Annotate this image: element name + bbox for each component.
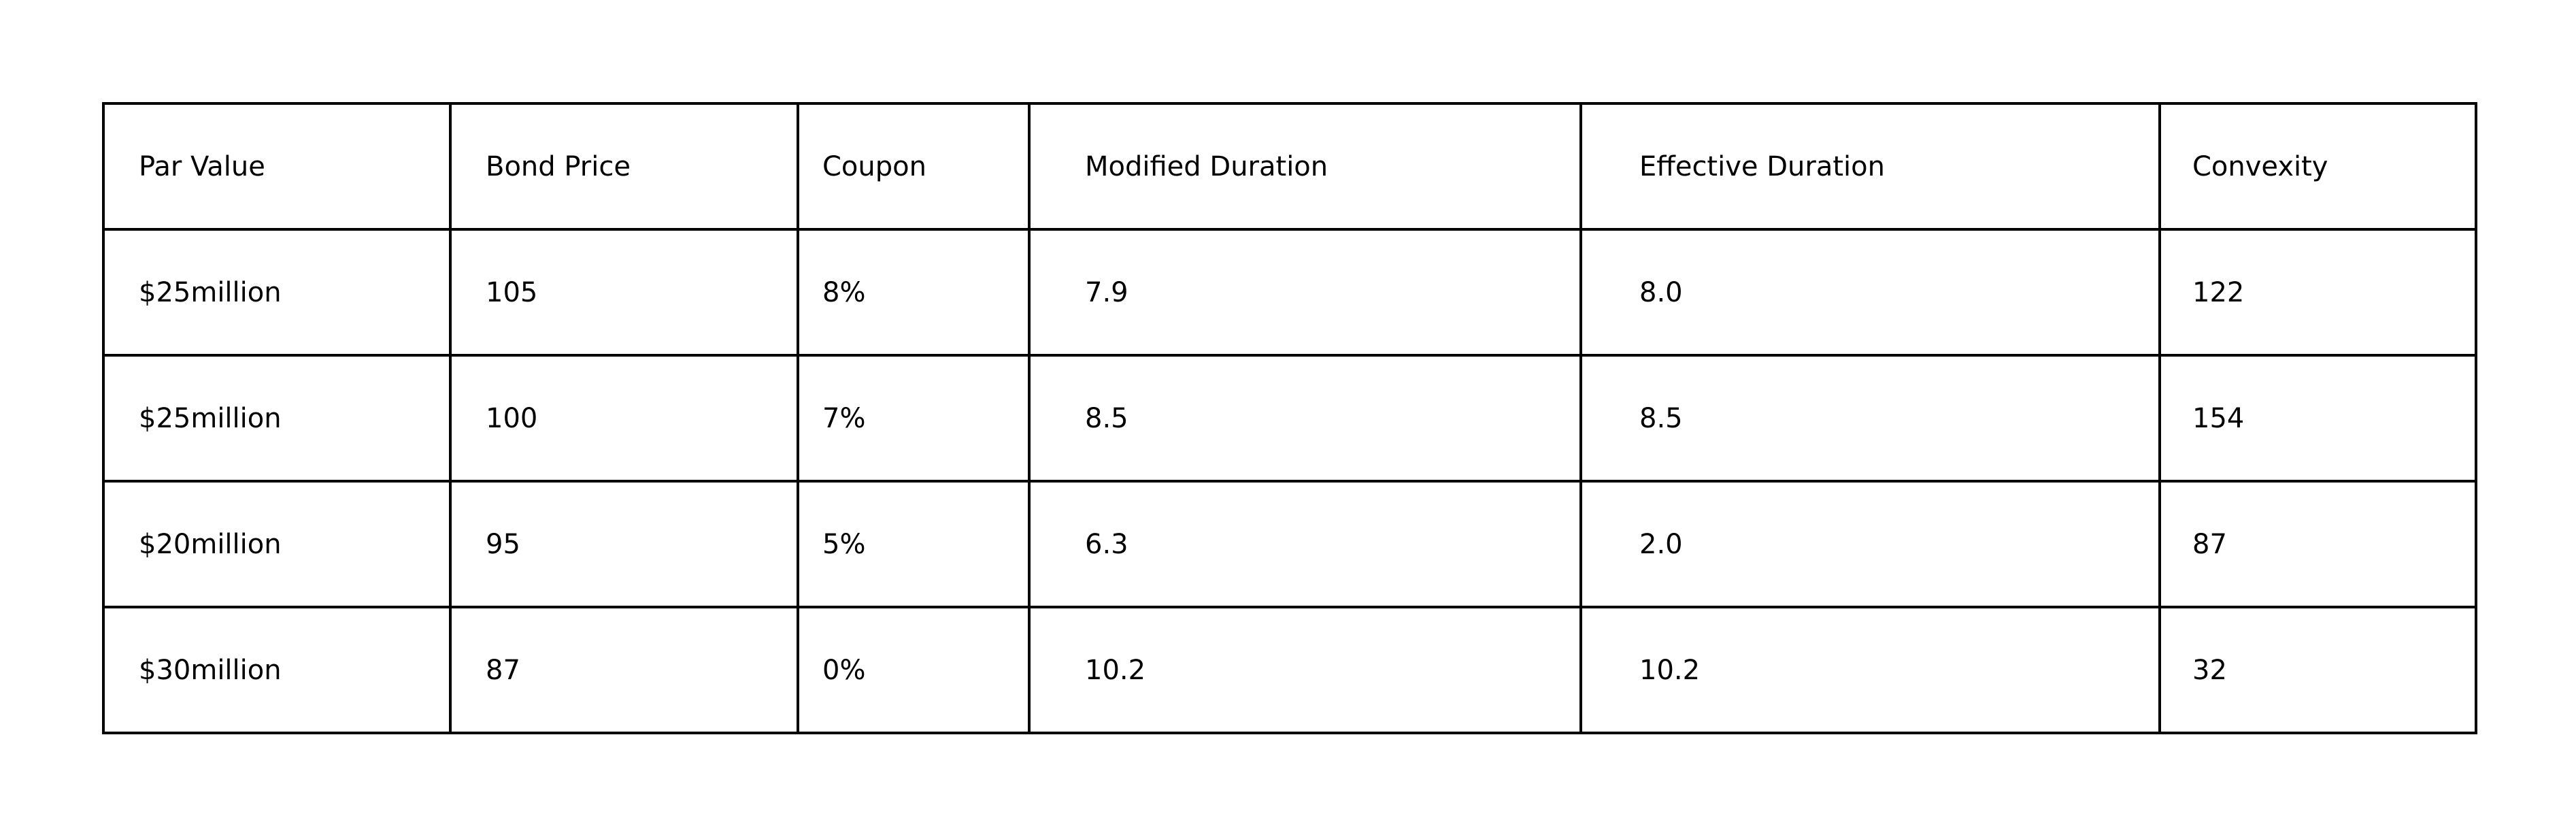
cell-coupon: 7%: [797, 354, 1031, 483]
cell-par-value: $20million: [102, 480, 452, 608]
header-modified-duration: Modified Duration: [1028, 102, 1582, 231]
header-coupon: Coupon: [797, 102, 1031, 231]
bond-portfolio-table: Par Value Bond Price Coupon Modified Dur…: [102, 102, 2477, 734]
table-header-row: Par Value Bond Price Coupon Modified Dur…: [102, 102, 2477, 231]
header-effective-duration: Effective Duration: [1579, 102, 2161, 231]
cell-effective-duration: 10.2: [1579, 606, 2161, 734]
cell-convexity: 87: [2158, 480, 2477, 608]
cell-convexity: 122: [2158, 228, 2477, 357]
header-par-value: Par Value: [102, 102, 452, 231]
cell-bond-price: 87: [449, 606, 799, 734]
cell-bond-price: 100: [449, 354, 799, 483]
cell-effective-duration: 2.0: [1579, 480, 2161, 608]
cell-convexity: 154: [2158, 354, 2477, 483]
table-row: $30million 87 0% 10.2 10.2 32: [102, 606, 2477, 734]
cell-coupon: 0%: [797, 606, 1031, 734]
cell-par-value: $25million: [102, 354, 452, 483]
cell-effective-duration: 8.5: [1579, 354, 2161, 483]
header-bond-price: Bond Price: [449, 102, 799, 231]
cell-modified-duration: 10.2: [1028, 606, 1582, 734]
cell-bond-price: 105: [449, 228, 799, 357]
table-row: $25million 105 8% 7.9 8.0 122: [102, 228, 2477, 357]
cell-convexity: 32: [2158, 606, 2477, 734]
cell-bond-price: 95: [449, 480, 799, 608]
cell-modified-duration: 7.9: [1028, 228, 1582, 357]
cell-par-value: $30million: [102, 606, 452, 734]
cell-effective-duration: 8.0: [1579, 228, 2161, 357]
cell-par-value: $25million: [102, 228, 452, 357]
cell-modified-duration: 8.5: [1028, 354, 1582, 483]
cell-modified-duration: 6.3: [1028, 480, 1582, 608]
cell-coupon: 8%: [797, 228, 1031, 357]
cell-coupon: 5%: [797, 480, 1031, 608]
table-row: $20million 95 5% 6.3 2.0 87: [102, 480, 2477, 608]
table-row: $25million 100 7% 8.5 8.5 154: [102, 354, 2477, 483]
header-convexity: Convexity: [2158, 102, 2477, 231]
